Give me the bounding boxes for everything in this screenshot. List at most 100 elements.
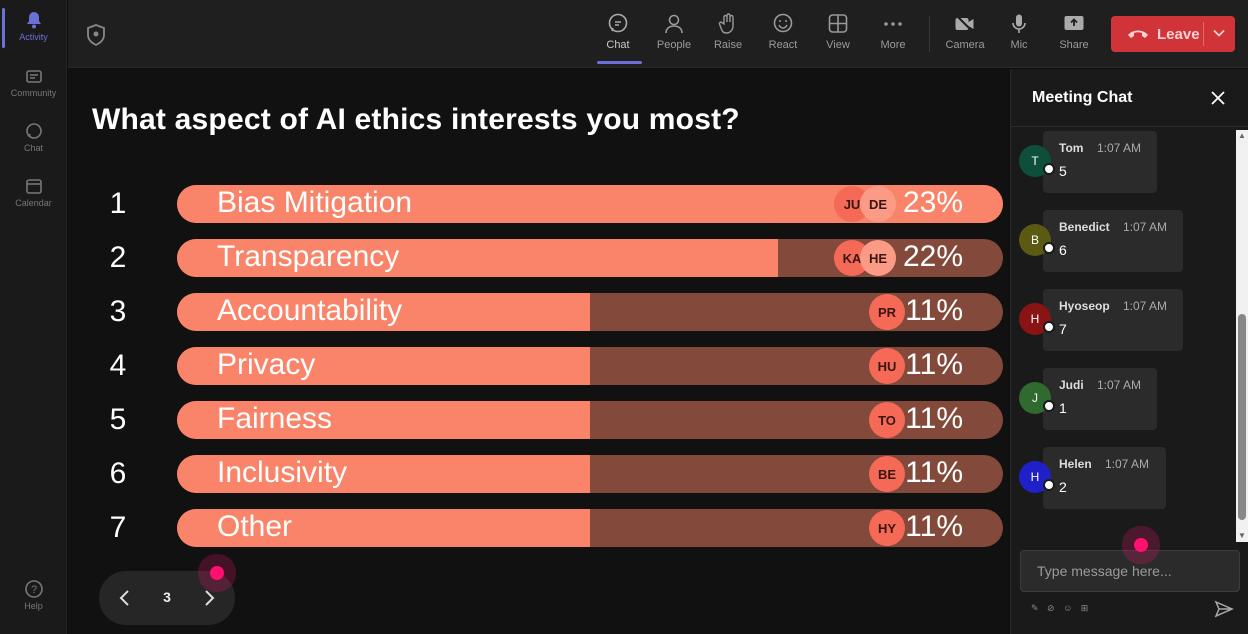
toolbar-raise-button[interactable]: Raise: [702, 12, 754, 51]
message-text: 7: [1059, 321, 1067, 337]
rail-item-activity[interactable]: Activity: [0, 10, 67, 42]
formatting-icons[interactable]: ✎ ⊘ ☺ ⊞: [1031, 603, 1092, 613]
poll-option-label: Other: [217, 510, 293, 543]
poll-option-row: 3 Accountability PR 11%: [68, 293, 1009, 331]
message-bubble: Tom 1:07 AM 5: [1043, 131, 1157, 193]
smile-icon: [773, 13, 793, 33]
shield-icon: [87, 24, 105, 46]
poll-option-fill: [177, 239, 778, 277]
chat-icon: [608, 13, 628, 33]
pager: 3: [99, 571, 235, 625]
poll-option-percent: 11%: [905, 348, 963, 381]
rail-label-chat: Chat: [23, 143, 43, 153]
message-sender: Hyoseop: [1059, 299, 1110, 313]
toolbar-people-button[interactable]: People: [648, 12, 700, 51]
pointer-highlight: [1134, 538, 1148, 552]
more-dots-icon: [884, 22, 902, 26]
poll-option-fill: [177, 401, 590, 439]
toolbar-camera-label: Camera: [945, 39, 985, 51]
toolbar-mic-button[interactable]: Mic: [993, 12, 1045, 51]
poll-option-row: 4 Privacy HU 11%: [68, 347, 1009, 385]
voter-avatar: TO: [869, 402, 905, 438]
meeting-toolbar: Chat People Raise React View More Camera…: [68, 0, 1248, 68]
camera-off-icon: [955, 14, 975, 34]
message-text: 1: [1059, 400, 1067, 416]
voter-avatar: DE: [860, 186, 896, 222]
rail-item-chat[interactable]: Chat: [0, 121, 67, 153]
poll-option-number: 2: [109, 241, 127, 274]
message-time: 1:07 AM: [1123, 299, 1168, 313]
poll-option-label: Privacy: [217, 348, 316, 381]
leave-button[interactable]: Leave: [1111, 16, 1235, 52]
poll-option-label: Accountability: [217, 294, 403, 327]
poll-option-label: Transparency: [217, 240, 400, 273]
toolbar-view-button[interactable]: View: [812, 12, 864, 51]
poll-option-label: Bias Mitigation: [217, 186, 413, 219]
message-text: 6: [1059, 242, 1067, 258]
toolbar-react-button[interactable]: React: [757, 12, 809, 51]
chevron-left-icon[interactable]: [115, 587, 135, 609]
rail-item-help[interactable]: ? Help: [0, 579, 67, 611]
toolbar-people-label: People: [656, 39, 692, 51]
chevron-right-icon[interactable]: [199, 587, 219, 609]
app-rail: Activity Community Chat Calendar ? Help: [0, 0, 67, 634]
poll-option-bar: Bias Mitigation JU DE 23%: [177, 185, 1003, 223]
message-bubble: Benedict 1:07 AM 6: [1043, 210, 1183, 272]
poll-option-percent: 11%: [905, 456, 963, 489]
toolbar-camera-button[interactable]: Camera: [939, 12, 991, 51]
poll-option-percent: 22%: [902, 240, 963, 273]
send-icon[interactable]: [1214, 599, 1234, 619]
toolbar-share-button[interactable]: Share: [1048, 12, 1100, 51]
close-icon[interactable]: [1209, 89, 1227, 107]
chat-header: Meeting Chat: [1011, 69, 1248, 127]
toolbar-raise-label: Raise: [713, 39, 743, 51]
voter-avatar: BE: [869, 456, 905, 492]
calendar-icon: [25, 179, 42, 194]
message-time: 1:07 AM: [1097, 378, 1142, 392]
message-sender: Tom: [1059, 141, 1084, 155]
scroll-up-icon[interactable]: ▲: [1238, 131, 1246, 140]
rail-item-community[interactable]: Community: [0, 66, 67, 98]
message-bubble: Hyoseop 1:07 AM 7: [1043, 289, 1183, 351]
poll-option-number: 7: [109, 511, 127, 544]
poll-option-fill: [177, 293, 590, 331]
chat-title: Meeting Chat: [1032, 89, 1133, 106]
poll-option-percent: 23%: [902, 186, 963, 219]
poll-option-label: Fairness: [217, 402, 333, 435]
poll-option-fill: [177, 347, 590, 385]
poll-option-number: 6: [109, 457, 127, 490]
toolbar-divider: [929, 16, 930, 52]
message-bubble: Helen 1:07 AM 2: [1043, 447, 1166, 509]
poll-option-row: 1 Bias Mitigation JU DE 23%: [68, 185, 1009, 223]
page-number: 3: [163, 589, 171, 605]
scroll-down-icon[interactable]: ▼: [1238, 531, 1246, 540]
chat-message-input[interactable]: [1020, 550, 1240, 592]
toolbar-view-label: View: [826, 39, 850, 51]
scrollbar-thumb[interactable]: [1238, 314, 1246, 520]
message-time: 1:07 AM: [1123, 220, 1168, 234]
people-icon: [665, 14, 683, 34]
presence-status-icon: [1043, 400, 1055, 412]
share-screen-icon: [1064, 16, 1084, 30]
svg-text:?: ?: [30, 584, 36, 596]
poll-option-bar: Inclusivity BE 11%: [177, 455, 1003, 493]
poll-option-number: 5: [109, 403, 127, 436]
chat-scrollbar[interactable]: ▲ ▼: [1236, 130, 1248, 542]
message-sender: Benedict: [1059, 220, 1110, 234]
community-icon: [25, 70, 42, 83]
toolbar-chat-label: Chat: [606, 39, 630, 51]
chevron-down-icon[interactable]: [1212, 26, 1226, 40]
toolbar-chat-button[interactable]: Chat: [592, 12, 644, 51]
leave-divider: [1203, 22, 1204, 46]
poll-option-bar: Other HY 11%: [177, 509, 1003, 547]
poll-option-row: 2 Transparency KA HE 22%: [68, 239, 1009, 277]
meeting-chat-panel: Meeting Chat Tom 1:07 AM 5 T Benedict 1:07 AM…: [1010, 69, 1248, 634]
toolbar-more-label: More: [880, 39, 906, 51]
message-text: 2: [1059, 479, 1067, 495]
poll-option-label: Inclusivity: [217, 456, 348, 489]
rail-item-calendar[interactable]: Calendar: [0, 176, 67, 208]
rail-label-help: Help: [24, 601, 43, 611]
poll-results-panel: What aspect of AI ethics interests you m…: [68, 69, 1009, 634]
presence-status-icon: [1043, 479, 1055, 491]
toolbar-more-button[interactable]: More: [867, 12, 919, 51]
